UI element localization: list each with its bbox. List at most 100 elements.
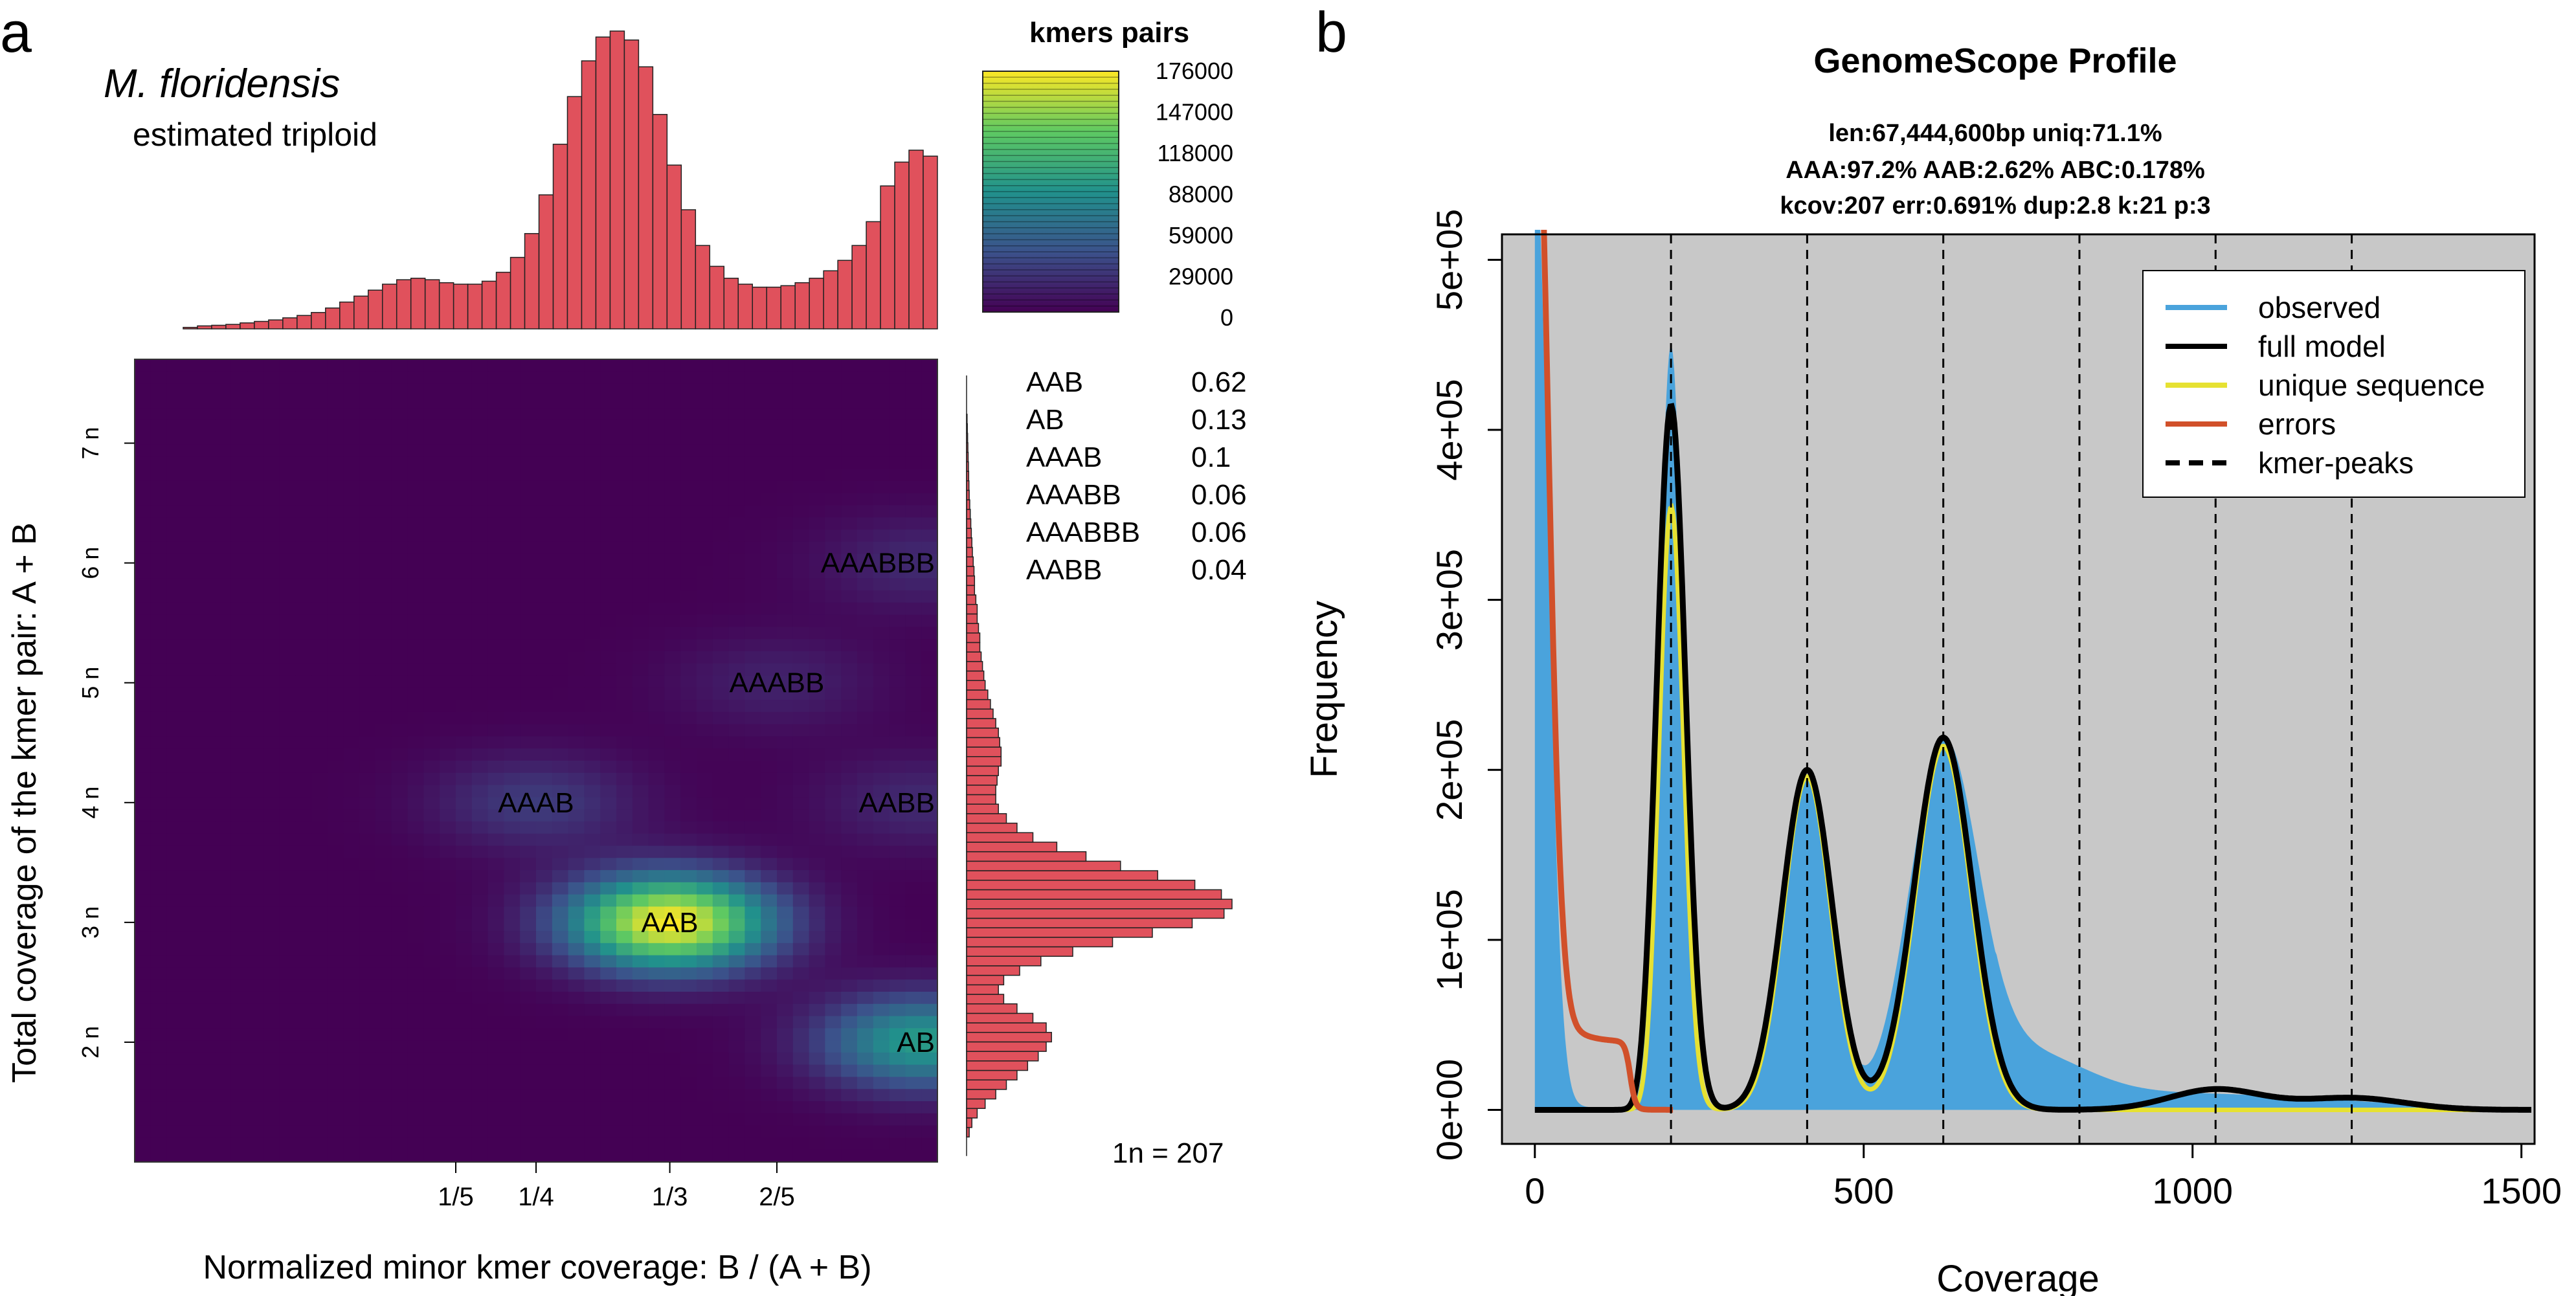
heatmap-cell [183, 809, 199, 822]
heatmap-cell [279, 919, 296, 932]
heatmap-cell [809, 517, 825, 530]
heatmap-cell [632, 1040, 649, 1053]
heatmap-cell [825, 724, 842, 737]
heatmap-cell [761, 967, 778, 980]
heatmap-cell [423, 480, 440, 494]
heatmap-cell [440, 821, 456, 834]
subtitle-line-1: len:67,444,600bp uniq:71.1% [1828, 120, 2162, 147]
heatmap-cell [664, 553, 681, 566]
heatmap-cell [905, 383, 922, 396]
heatmap-cell [166, 724, 183, 737]
heatmap-cell [391, 687, 409, 700]
heatmap-cell [183, 553, 199, 566]
heatmap-cell [327, 651, 344, 664]
heatmap-cell [359, 687, 376, 700]
heatmap-cell [777, 469, 794, 482]
heatmap-cell [664, 566, 681, 579]
heatmap-cell [921, 590, 937, 603]
heatmap-cell [664, 530, 681, 542]
heatmap-cell [311, 493, 328, 506]
heatmap-cell [761, 371, 778, 385]
heatmap-cell [183, 480, 199, 494]
heatmap-cell [375, 383, 392, 396]
heatmap-cell [520, 761, 537, 774]
heatmap-cell [471, 943, 489, 956]
heatmap-cell [135, 955, 151, 968]
heatmap-cell [391, 1113, 409, 1126]
heatmap-cell [375, 1137, 392, 1150]
heatmap-cell [648, 882, 665, 895]
heatmap-cell [440, 590, 456, 603]
heatmap-cell [905, 675, 922, 688]
heatmap-cell [568, 943, 585, 956]
heatmap-cell [809, 408, 825, 421]
heatmap-cell [520, 419, 537, 433]
heatmap-cell [841, 1003, 858, 1017]
heatmap-cell [825, 833, 842, 847]
heatmap-cell [504, 1052, 521, 1066]
heatmap-cell [745, 456, 761, 469]
heatmap-cell [183, 1137, 199, 1150]
heatmap-cell [536, 444, 553, 457]
heatmap-cell [199, 541, 216, 555]
heatmap-cell [150, 651, 168, 664]
heatmap-cell [712, 748, 730, 761]
heatmap-cell [327, 639, 344, 652]
heatmap-cell [889, 505, 906, 518]
heatmap-cell [809, 1113, 825, 1126]
heatmap-cell [423, 833, 440, 847]
heatmap-cell [135, 1064, 151, 1078]
heatmap-cell [183, 1125, 199, 1139]
heatmap-cell [311, 845, 328, 858]
heatmap-cell [600, 931, 617, 944]
top-hist-bar [481, 280, 497, 330]
heatmap-cell [520, 1064, 537, 1078]
heatmap-cell [199, 761, 216, 774]
heatmap-cell [600, 1016, 617, 1029]
heatmap-cell [664, 772, 681, 786]
heatmap-cell [745, 553, 761, 566]
heatmap-cell [600, 906, 617, 919]
heatmap-cell [230, 1113, 248, 1126]
heatmap-cell [520, 675, 537, 688]
heatmap-cell [183, 566, 199, 579]
heatmap-cell [375, 359, 392, 372]
heatmap-cell [391, 396, 409, 408]
heatmap-cell [440, 711, 456, 725]
heatmap-cell [423, 602, 440, 616]
heatmap-cell [857, 845, 874, 858]
heatmap-cell [728, 371, 745, 385]
heatmap-cell [215, 432, 232, 445]
heatmap-cell [230, 809, 248, 822]
heatmap-cell [279, 931, 296, 944]
heatmap-cell [471, 505, 489, 518]
heatmap-cell [135, 1125, 151, 1139]
heatmap-cell [792, 931, 810, 944]
heatmap-cell [889, 845, 906, 858]
heatmap-cell [712, 456, 730, 469]
heatmap-cell [792, 1113, 810, 1126]
heatmap-cell [263, 493, 280, 506]
heatmap-cell [343, 906, 360, 919]
heatmap-cell [230, 383, 248, 396]
heatmap-cell [215, 785, 232, 798]
right-hist-bar [966, 813, 1007, 824]
heatmap-cell [792, 663, 810, 676]
heatmap-cell [199, 1137, 216, 1150]
heatmap-cell [889, 383, 906, 396]
heatmap-cell [873, 761, 890, 774]
heatmap-cell [166, 383, 183, 396]
heatmap-cell [471, 639, 489, 652]
heatmap-cell [809, 955, 825, 968]
heatmap-cell [230, 493, 248, 506]
top-hist-bar [510, 256, 526, 330]
heatmap-cell [150, 1077, 168, 1089]
heatmap-cell [777, 517, 794, 530]
heatmap-cell [680, 858, 697, 871]
heatmap-cell [632, 1125, 649, 1139]
heatmap-cell [520, 772, 537, 786]
heatmap-cell [375, 1052, 392, 1066]
heatmap-cell [648, 639, 665, 652]
heatmap-cell [584, 530, 601, 542]
heatmap-cell [407, 444, 424, 457]
